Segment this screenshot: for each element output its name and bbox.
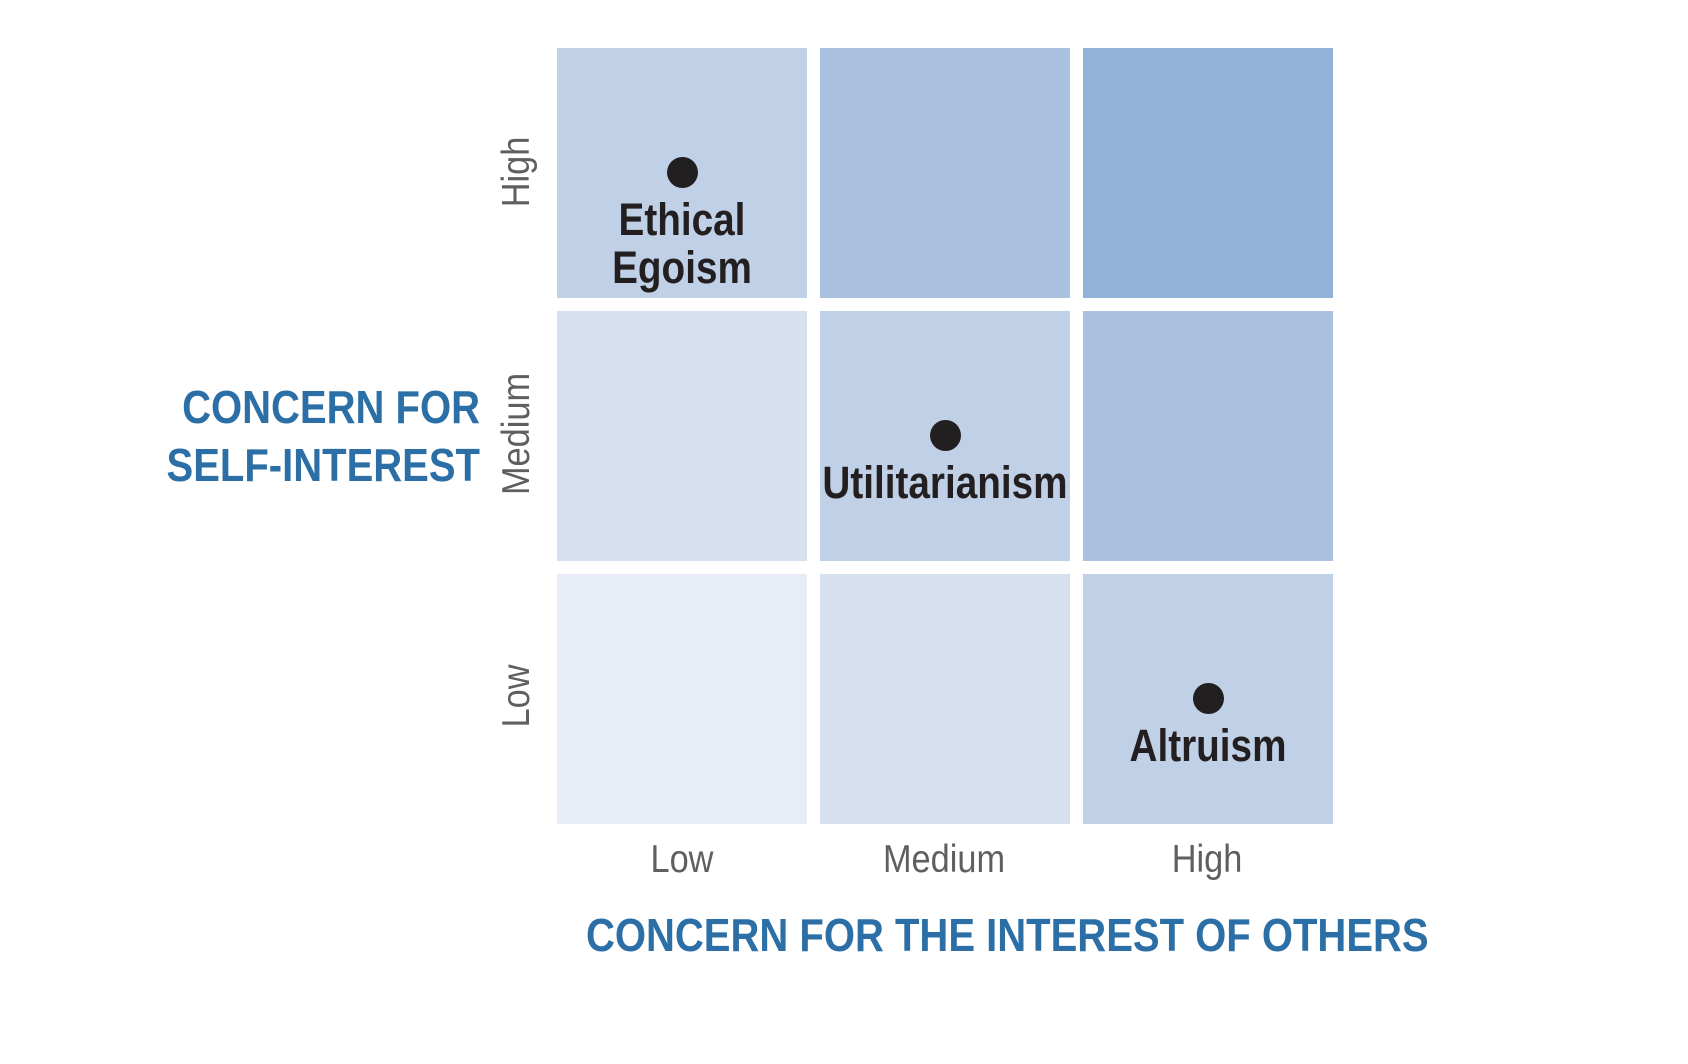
matrix-grid: Ethical Egoism Utilitarianism Altruism (557, 48, 1333, 824)
cell-medium-others-high-self (820, 48, 1070, 298)
cell-high-others-medium-self (1083, 311, 1333, 561)
point-marker-altruism (1192, 683, 1224, 714)
y-tick-low: Low (495, 664, 538, 728)
y-tick-medium: Medium (495, 372, 538, 496)
point-label-altruism: Altruism (1027, 722, 1388, 770)
point-label-line: Utilitarianism (822, 457, 1068, 508)
point-label-line: Egoism (612, 242, 752, 293)
y-axis-title-line-2: SELF-INTEREST (166, 439, 481, 491)
point-label-line: Ethical (618, 194, 746, 245)
point-label-utilitarianism: Utilitarianism (764, 459, 1125, 507)
x-axis-title: CONCERN FOR THE INTEREST OF OTHERS (585, 909, 1429, 961)
y-axis-title-line-1: CONCERN FOR (182, 381, 480, 433)
point-marker-ethical-egoism (666, 157, 698, 188)
cell-medium-others-low-self (820, 574, 1070, 824)
y-axis-title: CONCERN FOR SELF-INTEREST (149, 378, 480, 494)
point-label-ethical-egoism: Ethical Egoism (501, 196, 862, 292)
cell-low-others-low-self (557, 574, 807, 824)
x-tick-medium: Medium (882, 838, 1006, 881)
x-tick-high: High (1171, 838, 1243, 881)
point-label-line: Altruism (1129, 720, 1287, 771)
cell-high-others-high-self (1083, 48, 1333, 298)
cell-low-others-medium-self (557, 311, 807, 561)
x-tick-low: Low (650, 838, 714, 881)
point-marker-utilitarianism (929, 420, 961, 451)
